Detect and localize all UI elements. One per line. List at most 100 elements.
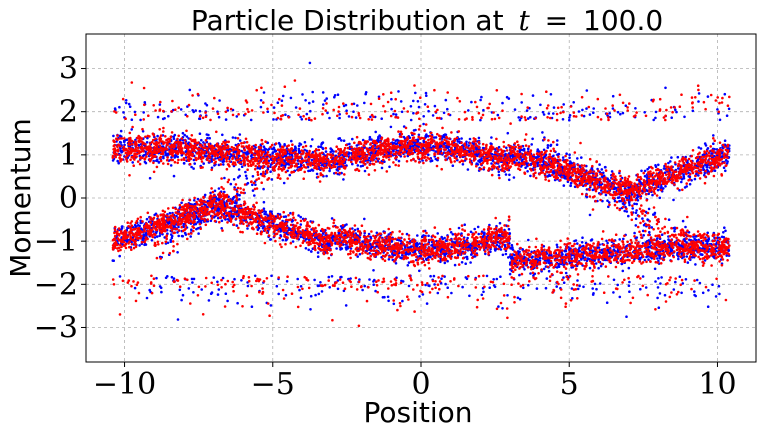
data-point — [178, 288, 182, 292]
data-point — [220, 219, 224, 223]
data-point — [621, 269, 625, 273]
data-point — [547, 269, 551, 273]
data-point — [176, 155, 179, 159]
data-point — [347, 115, 351, 118]
data-point — [516, 296, 520, 300]
data-point — [704, 144, 708, 147]
data-point — [216, 110, 219, 113]
data-point — [272, 106, 276, 109]
data-point — [670, 116, 673, 119]
data-point — [480, 293, 484, 297]
data-point — [245, 177, 249, 180]
data-point — [444, 133, 448, 137]
data-point — [490, 136, 493, 139]
data-point — [641, 217, 644, 220]
data-point — [656, 237, 659, 240]
data-point — [172, 174, 176, 178]
data-point — [240, 165, 244, 168]
data-point — [432, 274, 436, 278]
data-point — [541, 110, 545, 114]
data-point — [604, 193, 608, 197]
data-point — [468, 294, 471, 298]
data-point — [547, 112, 551, 115]
data-point — [335, 247, 338, 250]
data-point — [496, 113, 500, 117]
data-point — [142, 233, 146, 236]
data-point — [670, 249, 673, 252]
data-point — [364, 92, 368, 96]
data-point — [262, 91, 266, 94]
data-point — [687, 175, 690, 178]
data-point — [479, 98, 482, 102]
data-point — [311, 90, 315, 94]
data-point — [507, 97, 511, 100]
data-point — [196, 197, 200, 201]
data-point — [415, 241, 419, 245]
data-point — [386, 295, 390, 299]
data-point — [272, 146, 276, 149]
data-point — [328, 286, 332, 289]
data-point — [394, 139, 398, 142]
chart-title-eq: = — [545, 4, 568, 37]
data-point — [188, 88, 192, 92]
data-point — [238, 139, 242, 142]
data-point — [346, 245, 349, 248]
data-point — [167, 114, 170, 118]
data-point — [477, 232, 481, 236]
data-point — [508, 272, 512, 276]
data-point — [361, 138, 365, 142]
data-point — [392, 112, 395, 116]
data-point — [330, 149, 334, 153]
data-point — [680, 291, 683, 295]
data-point — [246, 181, 250, 185]
data-point — [527, 238, 530, 242]
data-point — [561, 156, 565, 159]
data-point — [192, 167, 195, 170]
data-point — [568, 116, 571, 119]
data-point — [416, 234, 419, 237]
data-point — [282, 215, 286, 219]
data-point — [275, 284, 279, 288]
data-point — [464, 276, 468, 279]
data-point — [616, 110, 620, 114]
data-point — [508, 173, 511, 177]
data-point — [466, 257, 469, 261]
data-point — [585, 89, 589, 92]
data-point — [685, 255, 689, 258]
data-point — [300, 118, 304, 121]
data-point — [545, 277, 549, 280]
data-point — [427, 284, 430, 287]
data-point — [643, 169, 647, 173]
data-point — [231, 136, 235, 139]
data-point — [425, 133, 428, 136]
data-point — [510, 243, 514, 247]
data-point — [707, 289, 710, 292]
data-point — [518, 297, 522, 301]
data-point — [612, 278, 616, 282]
data-point — [111, 259, 115, 262]
data-point — [425, 94, 428, 97]
data-point — [469, 230, 473, 234]
data-point — [694, 263, 697, 266]
data-point — [418, 295, 421, 298]
data-point — [597, 258, 600, 262]
data-point — [556, 139, 559, 142]
data-point — [422, 115, 426, 118]
data-point — [338, 113, 342, 116]
data-point — [297, 214, 300, 217]
data-point — [660, 233, 664, 236]
data-point — [465, 140, 468, 144]
data-point — [440, 137, 444, 140]
data-point — [568, 114, 572, 117]
data-point — [280, 99, 284, 102]
data-point — [185, 135, 189, 138]
data-point — [688, 182, 692, 186]
chart-title-var: t — [518, 4, 530, 37]
data-point — [180, 234, 184, 238]
data-point — [479, 118, 482, 122]
data-point — [244, 170, 247, 174]
data-point — [340, 247, 344, 250]
data-point — [181, 139, 185, 142]
data-point — [409, 118, 413, 122]
data-point — [193, 199, 196, 202]
